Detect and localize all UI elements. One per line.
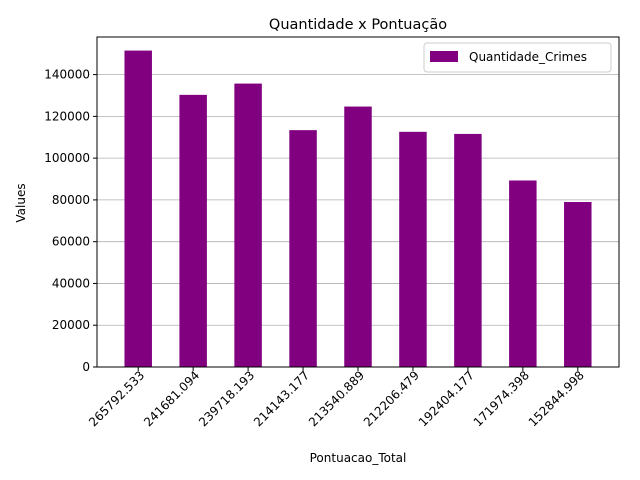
bar-2 [234,83,262,367]
y-tick-label: 140000 [44,68,90,82]
x-tick-label: 241681.094 [141,368,202,429]
y-tick-label: 100000 [44,151,90,165]
legend-label: Quantidade_Crimes [469,50,587,64]
bar-4 [344,106,372,368]
y-tick-label: 0 [82,360,90,374]
legend: Quantidade_Crimes [423,42,612,73]
y-axis-ticks: 0 20000 40000 60000 80000 100000 120000 140000 [44,68,97,374]
x-tick-label: 192404.177 [416,368,477,429]
bars [124,50,592,368]
x-tick-label: 239718.193 [196,368,257,429]
bar-3 [289,130,317,367]
x-tick-label: 171974.398 [471,368,532,429]
bar-6 [454,133,482,367]
legend-swatch [430,51,458,62]
chart-title: Quantidade x Pontuação [269,17,447,33]
x-tick-label: 212206.479 [361,368,422,429]
x-tick-label: 265792.533 [86,368,147,429]
bar-7 [509,180,537,367]
legend-box [423,42,612,73]
y-tick-label: 60000 [52,235,90,249]
y-tick-label: 120000 [44,109,90,123]
x-axis-label: Pontuacao_Total [310,451,407,465]
x-axis-ticks: 265792.533241681.094239718.193214143.177… [86,367,587,429]
x-tick-label: 214143.177 [251,368,312,429]
y-axis-label: Values [14,183,28,222]
bar-8 [564,202,592,367]
y-tick-label: 20000 [52,318,90,332]
x-tick-label: 152844.998 [526,368,587,429]
bar-0 [124,50,152,367]
bar-5 [399,131,427,367]
y-tick-label: 40000 [52,276,90,290]
y-tick-label: 80000 [52,193,90,207]
bar-1 [179,94,207,367]
x-tick-label: 213540.889 [306,368,367,429]
